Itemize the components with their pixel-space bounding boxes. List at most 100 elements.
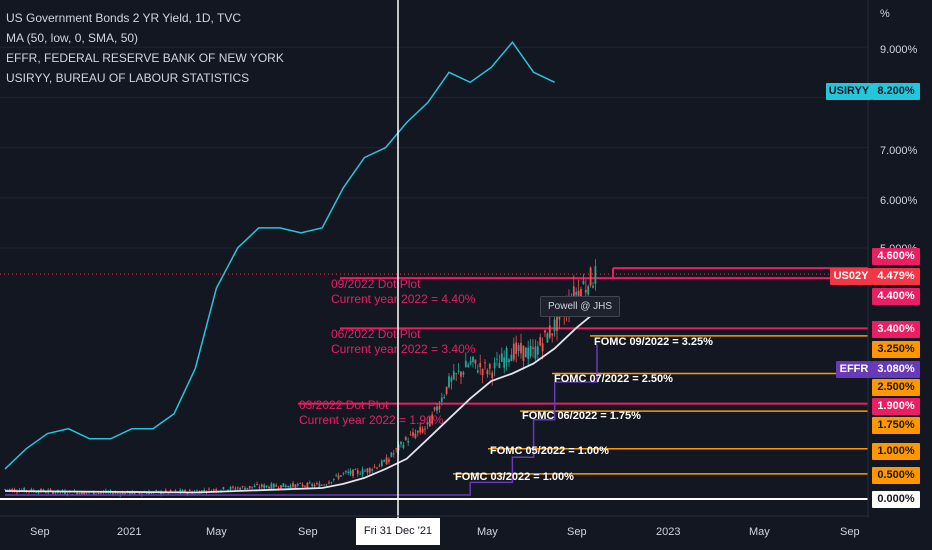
- price-candle-body: [116, 492, 119, 494]
- grid: [0, 46, 868, 275]
- price-candle-body: [76, 492, 78, 495]
- fomc-price-tag: 2.500%: [872, 379, 920, 396]
- price-candle-body: [424, 428, 426, 430]
- time-scale-tick: Sep: [30, 526, 50, 538]
- effr-step-line[interactable]: [5, 344, 598, 496]
- usiryy-price-tag: 8.200%: [872, 83, 920, 100]
- price-candle-body: [95, 493, 98, 495]
- price-candle-body: [402, 444, 405, 448]
- price-candle-body: [392, 453, 395, 455]
- price-candle-body: [431, 414, 434, 424]
- price-candle-body: [244, 487, 246, 490]
- price-candle-body: [433, 407, 436, 410]
- price-candle-body: [356, 470, 359, 474]
- price-candle-body: [164, 490, 167, 492]
- price-candle-body: [155, 490, 158, 492]
- legend-effr-series[interactable]: EFFR, FEDERAL RESERVE BANK OF NEW YORK: [6, 51, 284, 65]
- price-candle-body: [112, 493, 114, 495]
- price-candle-body: [486, 370, 489, 375]
- dotplot-annotation[interactable]: 06/2022 Dot Plot Current year 2022 = 3.4…: [331, 327, 475, 357]
- price-candle-body: [577, 290, 580, 300]
- level-lines: [0, 267, 868, 500]
- fomc-annotation[interactable]: FOMC 09/2022 = 3.25%: [594, 336, 713, 348]
- dotplot-price-tag: 3.400%: [872, 321, 920, 338]
- legend-symbol-title[interactable]: US Government Bonds 2 YR Yield, 1D, TVC: [6, 11, 242, 25]
- price-candle-body: [541, 343, 544, 352]
- price-candle-body: [438, 406, 441, 410]
- price-candle-body: [260, 484, 263, 487]
- fomc-annotation[interactable]: FOMC 05/2022 = 1.00%: [490, 445, 609, 457]
- price-candle-body: [239, 487, 242, 490]
- legend-ma-indicator[interactable]: MA (50, low, 0, SMA, 50): [6, 31, 139, 45]
- powell-jhs-note[interactable]: Powell @ JHS: [540, 296, 621, 317]
- price-candle-body: [236, 487, 239, 489]
- time-scale-tick: Sep: [298, 526, 318, 538]
- dotplot-annotation[interactable]: 03/2022 Dot Plot Current year 2022 = 1.9…: [299, 398, 443, 428]
- price-candle-body: [272, 483, 275, 488]
- price-candle-body: [64, 490, 66, 495]
- dotplot-annotation-title: 06/2022 Dot Plot: [331, 327, 421, 341]
- price-scale-tick: 6.000%: [880, 195, 918, 207]
- price-candle-body: [140, 493, 143, 495]
- price-candle-body: [174, 490, 177, 492]
- time-scale-tick: May: [477, 526, 498, 538]
- price-candle-body: [412, 432, 414, 436]
- price-candle-body: [587, 286, 590, 295]
- price-candle-body: [515, 342, 518, 354]
- price-candle-body: [522, 345, 525, 361]
- legend-usiryy-series[interactable]: USIRYY, BUREAU OF LABOUR STATISTICS: [6, 71, 250, 85]
- price-candle-body: [556, 312, 558, 331]
- fomc-price-tag: 1.000%: [872, 443, 920, 460]
- price-candle-body: [229, 487, 232, 490]
- price-candle-body: [546, 333, 549, 343]
- price-candle-body: [359, 473, 362, 475]
- price-candle-body: [85, 492, 88, 494]
- price-candle-body: [52, 491, 54, 494]
- ma-line[interactable]: [4, 310, 598, 494]
- price-candle-body: [215, 489, 218, 492]
- fomc-annotation[interactable]: FOMC 06/2022 = 1.75%: [522, 410, 641, 422]
- price-candle-body: [169, 489, 172, 492]
- price-candle-body: [464, 360, 467, 368]
- price-candle-body: [4, 489, 6, 490]
- price-candle-body: [582, 281, 585, 284]
- price-candle-body: [6, 489, 9, 491]
- price-candle-body: [188, 490, 191, 492]
- price-candle-body: [508, 359, 510, 363]
- price-candle-body: [232, 486, 234, 488]
- usiryy-line[interactable]: [4, 40, 556, 470]
- fomc-annotation[interactable]: FOMC 07/2022 = 2.50%: [554, 373, 673, 385]
- price-candle-body: [580, 289, 582, 301]
- dotplot-price-tag: 1.900%: [872, 398, 920, 415]
- dotplot-annotation[interactable]: 09/2022 Dot Plot Current year 2022 = 4.4…: [331, 277, 475, 307]
- price-candle-body: [395, 448, 398, 450]
- price-candle-body: [97, 492, 100, 494]
- price-candle-body: [388, 459, 390, 462]
- dotplot-annotation-value: Current year 2022 = 1.90%: [299, 413, 444, 427]
- price-candle-body: [378, 465, 381, 467]
- price-candle-body: [301, 484, 304, 487]
- price-candle-body: [241, 486, 244, 488]
- price-candle-body: [407, 440, 410, 443]
- fomc-annotation[interactable]: FOMC 03/2022 = 1.00%: [455, 471, 574, 483]
- price-candle-body: [212, 489, 215, 491]
- time-scale-tick: 2021: [117, 526, 142, 538]
- price-candle-body: [296, 484, 299, 486]
- price-candle-body: [337, 475, 340, 479]
- price-candle-body: [544, 330, 546, 333]
- price-candle-body: [421, 428, 424, 433]
- price-candle-body: [419, 426, 422, 433]
- price-candle-body: [80, 491, 83, 495]
- price-candles: [4, 259, 597, 498]
- price-candle-body: [179, 489, 182, 493]
- price-candle-body: [44, 492, 47, 494]
- price-candle-body: [443, 397, 446, 398]
- price-candle-body: [527, 347, 530, 359]
- price-candle-body: [292, 483, 294, 487]
- price-candle-body: [121, 492, 124, 495]
- price-candle-body: [474, 359, 477, 364]
- price-candle-body: [320, 485, 323, 486]
- price-candle-body: [467, 364, 470, 367]
- price-candle-body: [383, 460, 386, 462]
